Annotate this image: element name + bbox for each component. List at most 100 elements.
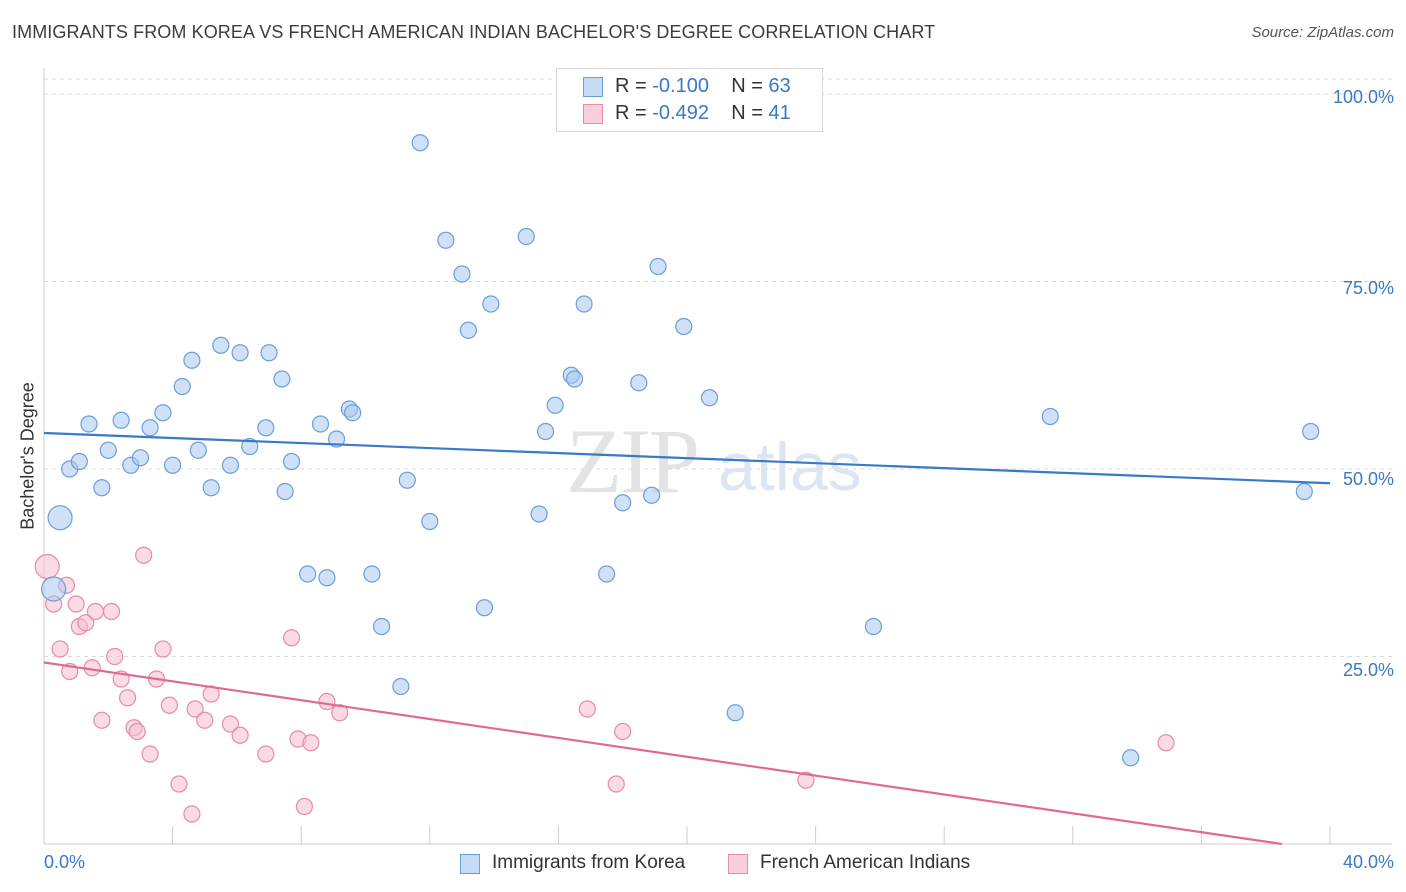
korea-point xyxy=(141,419,159,437)
korea-point xyxy=(276,482,294,501)
french-american-indian-point xyxy=(170,775,188,793)
korea-point xyxy=(80,415,98,433)
legend-swatch-french xyxy=(583,104,603,124)
korea-point xyxy=(726,704,744,722)
french-american-indian-point xyxy=(797,771,815,789)
source-label: Source: ZipAtlas.com xyxy=(1251,24,1394,41)
korea-point xyxy=(530,505,548,523)
french-american-indian-point xyxy=(86,602,105,621)
korea-point xyxy=(131,449,150,467)
legend-n-label: N = xyxy=(731,75,769,97)
korea-point xyxy=(318,569,336,587)
korea-point xyxy=(453,265,471,283)
bottom-legend-swatch-french xyxy=(728,854,748,874)
korea-point xyxy=(864,617,883,636)
watermark-atlas: atlas xyxy=(718,429,862,505)
correlation-legend: R = -0.100 N = 63 R = -0.492 N = 41 xyxy=(556,68,823,132)
french-american-indian-point xyxy=(302,734,320,752)
korea-point xyxy=(164,456,182,474)
french-american-indian-point xyxy=(607,775,625,793)
legend-n-label: N = xyxy=(731,102,769,124)
legend-r-value-french: -0.492 xyxy=(652,102,709,124)
korea-point xyxy=(598,565,616,583)
french-american-indian-point xyxy=(34,553,60,580)
french-american-indian-point xyxy=(331,704,349,722)
korea-trend-line xyxy=(43,431,1331,485)
korea-point xyxy=(398,471,416,489)
legend-n-value-french: 41 xyxy=(768,102,791,124)
french-american-indian-point xyxy=(186,700,204,718)
korea-point xyxy=(311,415,330,433)
french-american-indian-point xyxy=(67,595,85,613)
watermark-zip: ZIP xyxy=(566,410,698,512)
korea-point xyxy=(1302,422,1320,441)
korea-point xyxy=(344,404,362,422)
french-american-indian-point xyxy=(118,689,137,707)
legend-r-label: R = xyxy=(615,102,653,124)
korea-point xyxy=(99,441,117,459)
bottom-legend-label-french: French American Indians xyxy=(760,852,971,873)
french-american-indian-point xyxy=(102,602,121,621)
french-american-indian-point xyxy=(318,692,336,711)
korea-point xyxy=(154,404,172,422)
legend-r-value-korea: -0.100 xyxy=(652,75,709,97)
french-american-indians-points xyxy=(34,546,1175,823)
watermark: ZIP atlas xyxy=(566,410,862,512)
bottom-legend-swatch-korea xyxy=(460,854,480,874)
korea-point xyxy=(700,389,719,407)
korea-point xyxy=(257,419,275,437)
french-american-indian-point xyxy=(141,745,159,763)
korea-point xyxy=(575,295,593,313)
korea-point xyxy=(282,452,301,471)
korea-point xyxy=(392,677,410,696)
grid-lines xyxy=(44,78,1392,657)
y-tick-100: 100.0% xyxy=(1332,87,1394,107)
korea-point xyxy=(475,599,494,617)
y-axis-label: Bachelor's Degree xyxy=(17,382,38,530)
korea-point xyxy=(41,576,67,602)
korea-point xyxy=(1041,407,1059,426)
y-tick-75: 75.0% xyxy=(1342,278,1394,298)
korea-points xyxy=(41,134,1320,767)
korea-point xyxy=(517,227,535,246)
bottom-legend-label-korea: Immigrants from Korea xyxy=(492,852,686,873)
korea-point xyxy=(411,134,429,152)
french-american-indian-point xyxy=(93,711,111,729)
french-american-indian-point xyxy=(160,696,178,714)
korea-point xyxy=(221,456,240,474)
korea-point xyxy=(70,452,88,471)
korea-point xyxy=(202,479,220,497)
french-american-indian-point xyxy=(221,715,240,733)
french-american-indian-point xyxy=(295,797,314,816)
french-american-indian-point xyxy=(282,629,301,647)
french-american-indian-point xyxy=(231,726,249,744)
korea-point xyxy=(299,565,317,583)
korea-point xyxy=(630,374,648,392)
korea-point xyxy=(189,441,207,459)
french-american-indian-point xyxy=(614,722,632,741)
korea-point xyxy=(173,377,191,396)
korea-point xyxy=(565,370,584,388)
french-american-indian-point xyxy=(77,614,95,632)
korea-point xyxy=(327,430,346,448)
korea-point xyxy=(93,479,111,497)
french-american-indian-point xyxy=(51,640,69,658)
axes xyxy=(43,68,1392,845)
korea-point xyxy=(649,257,667,276)
french-american-indian-point xyxy=(578,700,596,718)
korea-point xyxy=(241,437,259,456)
korea-point xyxy=(363,565,381,583)
french-american-indian-point xyxy=(183,805,201,823)
french-american-indian-point xyxy=(196,711,214,729)
korea-point xyxy=(260,344,278,362)
korea-point xyxy=(212,336,230,354)
korea-point xyxy=(482,295,500,313)
legend-swatch-korea xyxy=(583,77,603,97)
trend-lines xyxy=(43,431,1331,846)
chart-title: IMMIGRANTS FROM KOREA VS FRENCH AMERICAN… xyxy=(12,22,936,42)
legend-n-value-korea: 63 xyxy=(768,75,791,97)
korea-point xyxy=(1122,749,1140,767)
korea-point xyxy=(437,231,455,249)
korea-point xyxy=(372,617,391,636)
